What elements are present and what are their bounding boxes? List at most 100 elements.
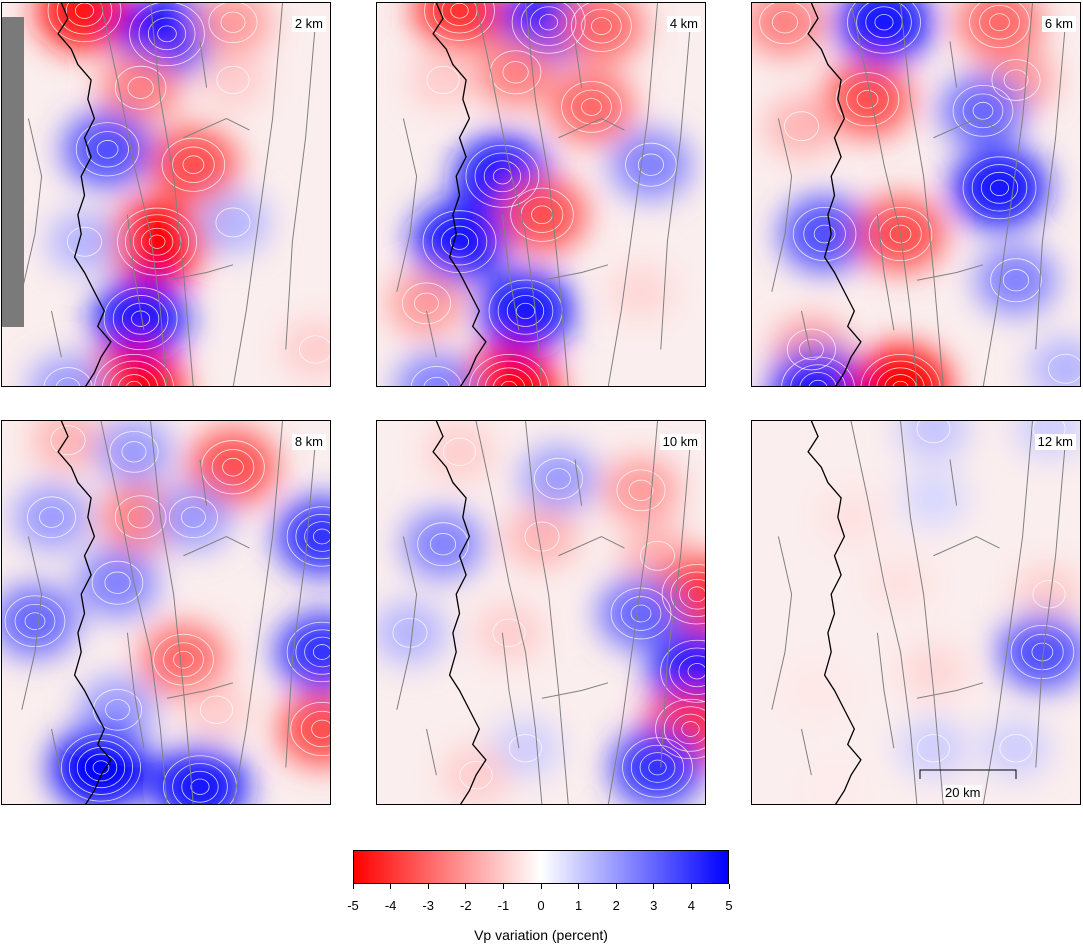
low-velocity-anomaly	[475, 38, 556, 107]
low-velocity-anomaly	[900, 643, 967, 700]
high-velocity-anomaly	[396, 354, 477, 386]
contour-line	[655, 698, 705, 760]
contour-line	[414, 292, 439, 314]
contour-line	[190, 778, 210, 795]
contour-line	[625, 142, 677, 187]
depth-slice-panel: 4 km	[376, 2, 706, 387]
high-velocity-anomaly	[276, 497, 330, 576]
high-velocity-anomaly	[520, 446, 597, 512]
fault-line	[607, 3, 658, 386]
contour-line	[140, 227, 174, 256]
colorbar-tick	[390, 884, 392, 889]
high-velocity-anomaly	[13, 484, 90, 550]
scale-bar-line	[919, 769, 1017, 779]
fault-line	[933, 535, 1000, 557]
contour-line	[952, 84, 1014, 137]
high-velocity-anomaly	[77, 548, 158, 617]
low-velocity-anomaly	[603, 458, 679, 523]
contour-line	[138, 9, 196, 59]
fault-line	[574, 41, 583, 88]
contour-line	[459, 761, 493, 790]
contour-line	[182, 155, 205, 174]
contour-line	[147, 17, 187, 51]
contour-line	[561, 81, 622, 133]
velocity-map	[752, 3, 1080, 386]
high-velocity-anomaly	[63, 111, 152, 187]
contour-line	[86, 131, 129, 168]
contour-line	[442, 437, 477, 466]
high-velocity-anomaly	[197, 191, 269, 254]
fault-line	[771, 536, 793, 710]
low-velocity-anomaly	[559, 3, 644, 62]
high-velocity-anomaly	[30, 355, 106, 386]
fault-line	[199, 41, 208, 88]
contour-line	[312, 644, 330, 660]
contour-line	[424, 3, 495, 41]
fault-line	[607, 421, 658, 804]
depth-slice-panel: 6 km	[751, 2, 1081, 387]
depth-label: 12 km	[1034, 434, 1076, 450]
low-velocity-anomaly	[765, 95, 838, 157]
depth-slice-panel: 10 km	[376, 420, 706, 805]
colorbar-tick-label: -4	[384, 898, 397, 913]
low-velocity-anomaly	[818, 489, 884, 545]
contour-line	[102, 360, 166, 386]
fault-line	[100, 421, 168, 804]
contour-line	[799, 372, 837, 386]
contour-line	[648, 759, 667, 776]
contour-line	[215, 207, 251, 238]
fault-line	[558, 535, 625, 557]
contour-line	[672, 713, 705, 745]
contour-line	[220, 11, 246, 33]
velocity-map	[377, 421, 705, 804]
contour-line	[14, 603, 56, 639]
contour-line	[989, 179, 1010, 196]
low-velocity-anomaly	[107, 199, 208, 285]
low-velocity-anomaly	[84, 345, 184, 386]
velocity-map	[377, 3, 705, 386]
contour-line	[786, 328, 836, 371]
contour-line	[129, 3, 205, 66]
contour-line	[884, 374, 917, 386]
fault-line	[916, 682, 984, 699]
contour-line	[889, 224, 912, 244]
high-velocity-anomaly	[276, 612, 330, 692]
low-velocity-anomaly	[752, 3, 825, 57]
contour-line	[410, 366, 463, 386]
contour-line	[199, 695, 234, 724]
contour-line	[211, 449, 255, 486]
contour-line	[979, 4, 1020, 40]
contour-line	[429, 533, 457, 556]
contour-line	[630, 744, 685, 791]
low-velocity-anomaly	[868, 555, 933, 611]
contour-line	[616, 469, 666, 512]
low-velocity-anomaly	[506, 505, 578, 568]
contour-line	[639, 752, 676, 783]
contour-line	[180, 506, 206, 528]
colorbar-tick-label: 3	[650, 898, 658, 913]
contour-line	[125, 214, 190, 270]
fault-line	[1035, 440, 1066, 768]
colorbar-tick	[540, 884, 542, 889]
contour-line	[153, 633, 214, 686]
contour-line	[4, 595, 66, 648]
contour-line	[492, 374, 526, 386]
contour-line	[121, 441, 147, 463]
colorbar-tick	[427, 884, 429, 889]
high-velocity-anomaly	[941, 75, 1025, 147]
contour-line	[639, 540, 675, 571]
high-velocity-anomaly	[976, 246, 1056, 315]
contour-line	[300, 710, 330, 748]
fault-line	[525, 3, 569, 386]
low-velocity-anomaly	[149, 127, 238, 203]
coastline	[57, 3, 112, 386]
fault-line	[183, 535, 250, 557]
contour-line	[311, 719, 330, 739]
contour-line	[91, 560, 144, 605]
contour-line	[999, 734, 1033, 763]
coastline	[432, 421, 487, 804]
low-velocity-anomaly	[475, 603, 543, 662]
fault-line	[900, 421, 944, 804]
high-velocity-anomaly	[610, 130, 691, 199]
high-velocity-anomaly	[998, 614, 1080, 690]
